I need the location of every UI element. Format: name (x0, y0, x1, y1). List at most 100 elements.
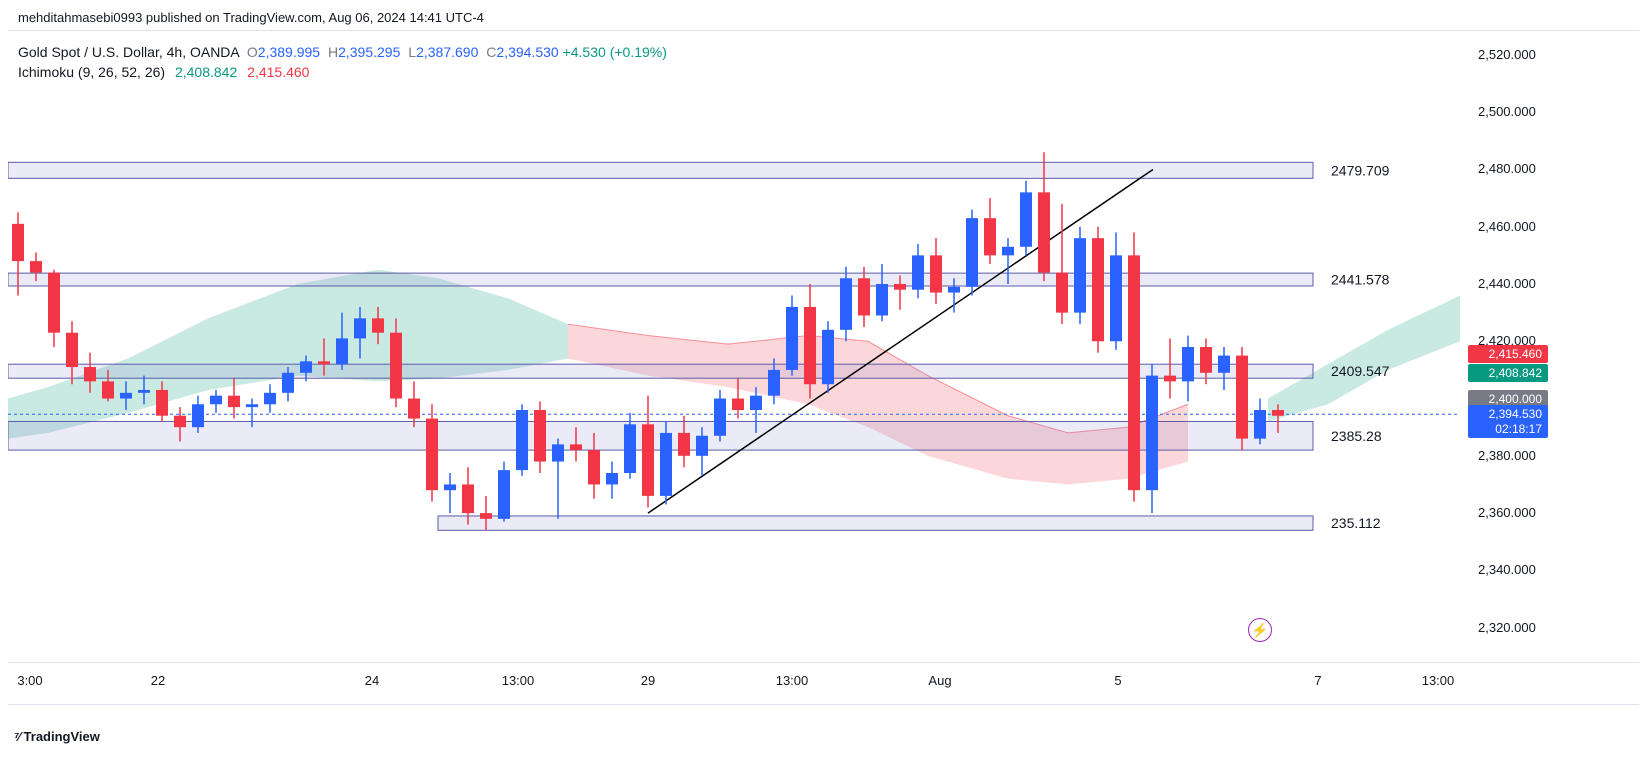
candle-body[interactable] (912, 255, 924, 289)
candle-body[interactable] (426, 419, 438, 491)
candle-body[interactable] (498, 470, 510, 519)
candle-body[interactable] (894, 284, 906, 290)
candle-body[interactable] (444, 484, 456, 490)
time-tick: 7 (1314, 673, 1321, 688)
candle-body[interactable] (84, 367, 96, 381)
candle-body[interactable] (822, 330, 834, 384)
candle-body[interactable] (606, 473, 618, 484)
candle-body[interactable] (552, 444, 564, 461)
candle-body[interactable] (120, 393, 132, 399)
time-tick: 5 (1114, 673, 1121, 688)
ichimoku-cloud (8, 270, 568, 439)
candle-body[interactable] (966, 218, 978, 287)
tradingview-watermark[interactable]: ⁷⁄ TradingView (14, 729, 100, 744)
candle-body[interactable] (1074, 238, 1086, 312)
watermark-text: TradingView (24, 729, 100, 744)
candle-body[interactable] (156, 390, 168, 416)
candle-body[interactable] (534, 410, 546, 462)
candle-body[interactable] (732, 399, 744, 410)
candle-body[interactable] (1146, 376, 1158, 491)
tradingview-logo-icon: ⁷⁄ (14, 729, 20, 744)
candle-body[interactable] (948, 287, 960, 293)
candle-body[interactable] (1272, 410, 1284, 416)
candle-body[interactable] (678, 433, 690, 456)
zone-price-label: 235.112 (1331, 515, 1381, 531)
price-chart[interactable]: 2479.7092441.5782409.5472385.28235.112 ⚡ (8, 32, 1460, 662)
candle-body[interactable] (30, 261, 42, 272)
price-label: 2,415.460 (1468, 345, 1548, 363)
candle-body[interactable] (930, 255, 942, 292)
candle-body[interactable] (408, 399, 420, 419)
time-tick: 22 (151, 673, 165, 688)
price-axis[interactable]: 2,320.0002,340.0002,360.0002,380.0002,40… (1460, 32, 1647, 662)
candle-body[interactable] (372, 318, 384, 332)
candle-body[interactable] (1164, 376, 1176, 382)
candle-body[interactable] (984, 218, 996, 255)
time-tick: 3:00 (17, 673, 42, 688)
candle-body[interactable] (462, 484, 474, 513)
zone-price-label: 2479.709 (1331, 162, 1390, 178)
candle-body[interactable] (1128, 255, 1140, 490)
zone-price-label: 2385.28 (1331, 428, 1382, 444)
support-resistance-zone[interactable] (8, 162, 1313, 178)
candle-body[interactable] (300, 361, 312, 372)
candle-body[interactable] (858, 278, 870, 315)
candle-body[interactable] (1254, 410, 1266, 439)
price-tick: 2,520.000 (1478, 47, 1536, 62)
time-axis[interactable]: 3:00222413:002913:00Aug5713:00 (8, 665, 1460, 695)
price-tick: 2,440.000 (1478, 276, 1536, 291)
candle-body[interactable] (1182, 347, 1194, 381)
candle-body[interactable] (696, 436, 708, 456)
candle-body[interactable] (12, 224, 24, 261)
candle-body[interactable] (102, 381, 114, 398)
candle-body[interactable] (282, 373, 294, 393)
candle-body[interactable] (1200, 347, 1212, 373)
candle-body[interactable] (660, 433, 672, 496)
candle-body[interactable] (1110, 255, 1122, 341)
candle-body[interactable] (390, 333, 402, 399)
candle-body[interactable] (714, 399, 726, 436)
candle-body[interactable] (1056, 273, 1068, 313)
candle-body[interactable] (1020, 192, 1032, 246)
candle-body[interactable] (1002, 247, 1014, 256)
candle-body[interactable] (1218, 356, 1230, 373)
time-tick: 24 (365, 673, 379, 688)
candle-body[interactable] (1038, 192, 1050, 272)
flash-icon[interactable]: ⚡ (1248, 618, 1272, 642)
candle-body[interactable] (228, 396, 240, 407)
candle-body[interactable] (354, 318, 366, 338)
price-tick: 2,460.000 (1478, 219, 1536, 234)
candle-body[interactable] (876, 284, 888, 316)
time-tick: Aug (928, 673, 951, 688)
candle-body[interactable] (750, 396, 762, 410)
candle-body[interactable] (48, 273, 60, 333)
candle-body[interactable] (246, 404, 258, 407)
candle-body[interactable] (192, 404, 204, 427)
candle-body[interactable] (174, 416, 186, 427)
support-resistance-zone[interactable] (8, 364, 1313, 378)
candle-body[interactable] (480, 513, 492, 519)
candle-body[interactable] (66, 333, 78, 367)
candle-body[interactable] (264, 393, 276, 404)
candle-body[interactable] (768, 370, 780, 396)
time-tick: 13:00 (1422, 673, 1455, 688)
candle-body[interactable] (336, 338, 348, 364)
candle-body[interactable] (1092, 238, 1104, 341)
candle-body[interactable] (624, 424, 636, 473)
price-tick: 2,360.000 (1478, 505, 1536, 520)
candle-body[interactable] (588, 450, 600, 484)
chart-svg: 2479.7092441.5782409.5472385.28235.112 (8, 32, 1460, 662)
candle-body[interactable] (840, 278, 852, 330)
tradingview-chart-snapshot: mehditahmasebi0993 published on TradingV… (0, 0, 1647, 758)
candle-body[interactable] (570, 444, 582, 450)
candle-body[interactable] (804, 307, 816, 384)
candle-body[interactable] (516, 410, 528, 470)
support-resistance-zone[interactable] (438, 516, 1313, 530)
candle-body[interactable] (318, 361, 330, 364)
candle-body[interactable] (642, 424, 654, 496)
candle-body[interactable] (786, 307, 798, 370)
candle-body[interactable] (1236, 356, 1248, 439)
time-tick: 13:00 (776, 673, 809, 688)
candle-body[interactable] (210, 396, 222, 405)
candle-body[interactable] (138, 390, 150, 393)
